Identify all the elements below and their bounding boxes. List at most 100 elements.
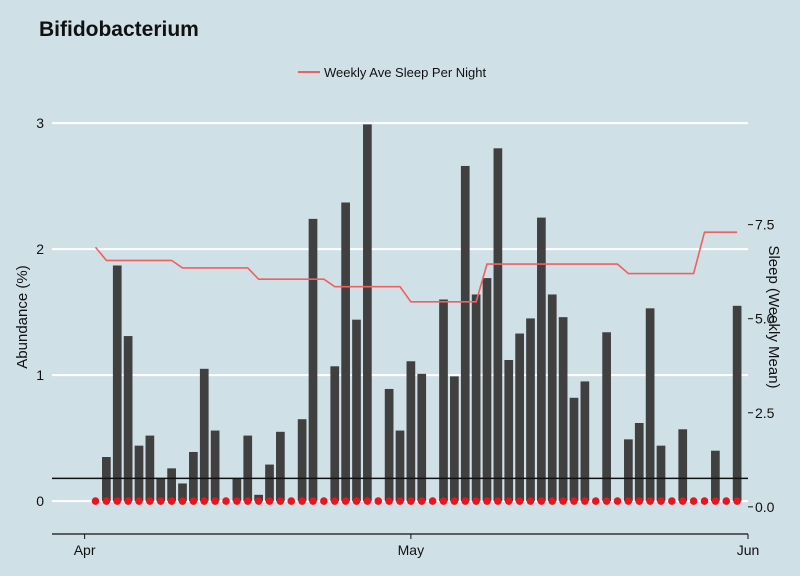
bar	[123, 336, 133, 502]
sample-point	[526, 497, 535, 505]
y2-tick-label: 5.0	[755, 311, 775, 327]
y2-axis-title: Sleep (Weekly Mean)	[765, 245, 782, 388]
bar	[450, 376, 459, 502]
sample-point	[396, 497, 404, 505]
sample-point	[559, 497, 567, 505]
sample-point	[189, 497, 198, 505]
legend-label: Weekly Ave Sleep Per Night	[324, 65, 486, 80]
sample-point	[374, 497, 383, 505]
sample-point	[330, 497, 339, 505]
y2-tick-label: 7.5	[755, 217, 775, 233]
sample-point	[635, 497, 644, 505]
sample-point	[548, 497, 557, 505]
sample-point	[602, 497, 611, 505]
sample-point	[178, 497, 187, 505]
sample-point	[537, 497, 546, 505]
sample-point	[613, 497, 622, 505]
x-tick-label: May	[398, 542, 424, 558]
sample-points	[91, 497, 741, 505]
sample-point	[570, 497, 578, 505]
bar	[580, 381, 590, 502]
bar	[526, 318, 535, 502]
sample-point	[417, 497, 426, 505]
sample-point	[102, 497, 111, 505]
legend: Weekly Ave Sleep Per Night	[298, 65, 486, 80]
sample-point	[504, 497, 513, 505]
bar	[569, 397, 579, 502]
sleep-line	[94, 231, 738, 303]
bar	[482, 278, 492, 502]
bar	[167, 468, 176, 502]
bar	[156, 478, 166, 502]
bar	[308, 218, 318, 502]
bar	[460, 165, 470, 502]
bar	[537, 217, 546, 502]
bar	[624, 439, 633, 502]
bar	[210, 430, 220, 502]
sample-point	[472, 497, 480, 505]
bar	[634, 422, 644, 502]
bar	[199, 368, 209, 502]
sample-point	[461, 497, 470, 505]
bar	[558, 317, 568, 502]
bar	[395, 430, 405, 502]
sample-point	[733, 497, 741, 505]
bar	[341, 202, 350, 502]
bar-series	[102, 124, 742, 502]
sample-point	[668, 497, 676, 505]
sample-point	[156, 497, 165, 505]
sample-point	[385, 497, 393, 505]
bar	[189, 451, 198, 502]
x-tick-label: Apr	[74, 542, 96, 558]
y-tick-label: 3	[36, 115, 44, 131]
sample-point	[222, 497, 230, 505]
sample-point	[309, 497, 317, 505]
bar	[406, 361, 416, 502]
y-axis-title: Abundance (%)	[14, 265, 31, 368]
bar	[112, 265, 122, 502]
sample-point	[624, 497, 633, 505]
chart-title: Bifidobacterium	[39, 18, 199, 41]
sample-point	[678, 497, 687, 505]
bar	[547, 294, 557, 502]
sample-point	[341, 497, 350, 505]
sample-point	[167, 497, 176, 505]
bar	[330, 366, 340, 502]
sample-point	[581, 497, 589, 505]
sample-point	[265, 497, 274, 505]
bar	[732, 305, 742, 502]
bar	[134, 445, 144, 502]
bar	[656, 445, 666, 502]
sample-point	[352, 497, 361, 505]
bar	[711, 450, 720, 502]
sample-point	[428, 497, 437, 505]
sample-point	[124, 497, 132, 505]
sample-point	[483, 497, 491, 505]
bar	[297, 419, 307, 502]
bar	[384, 388, 394, 502]
sample-point	[689, 497, 698, 505]
bar	[645, 308, 655, 502]
sample-point	[298, 497, 306, 505]
sample-point	[711, 497, 720, 505]
bar	[471, 294, 481, 502]
sample-point	[450, 497, 459, 505]
bar	[276, 431, 285, 502]
sample-point	[200, 497, 209, 505]
sleep-line-series	[94, 231, 738, 303]
bar	[504, 359, 514, 502]
y-tick-label: 0	[36, 493, 44, 509]
sample-point	[722, 497, 731, 505]
bar	[145, 435, 155, 502]
bar	[439, 299, 448, 502]
sample-point	[146, 497, 154, 505]
bar	[515, 333, 524, 502]
bar	[243, 435, 253, 502]
y2-tick-label: 2.5	[755, 405, 775, 421]
bar	[602, 332, 611, 502]
axes: 0 1 2 3 0.0 2.5 5.0 7.5 Apr May Jun	[36, 115, 774, 558]
y-tick-label: 2	[36, 241, 44, 257]
sample-point	[363, 497, 372, 505]
